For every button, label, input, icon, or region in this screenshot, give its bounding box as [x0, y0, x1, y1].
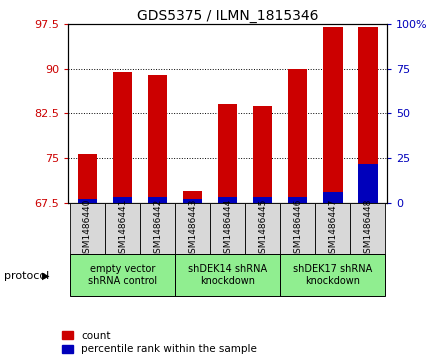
Text: GSM1486447: GSM1486447	[328, 199, 337, 259]
FancyBboxPatch shape	[280, 203, 315, 254]
Bar	[218, 105, 237, 203]
FancyBboxPatch shape	[210, 203, 245, 254]
Text: GSM1486442: GSM1486442	[153, 199, 162, 259]
FancyBboxPatch shape	[175, 203, 210, 254]
Text: protocol: protocol	[4, 271, 50, 281]
Bar	[323, 192, 342, 203]
Text: GSM1486445: GSM1486445	[258, 199, 267, 259]
Bar	[148, 197, 167, 203]
Bar	[288, 69, 308, 203]
Text: GSM1486440: GSM1486440	[83, 199, 92, 259]
Bar	[253, 106, 272, 203]
Legend: count, percentile rank within the sample: count, percentile rank within the sample	[62, 331, 257, 354]
FancyBboxPatch shape	[175, 254, 280, 296]
FancyBboxPatch shape	[140, 203, 175, 254]
Text: empty vector
shRNA control: empty vector shRNA control	[88, 264, 157, 286]
Bar	[183, 191, 202, 203]
Text: GSM1486448: GSM1486448	[363, 199, 372, 259]
Bar	[78, 199, 97, 203]
Bar	[358, 164, 378, 203]
Text: GSM1486446: GSM1486446	[293, 199, 302, 259]
Text: shDEK14 shRNA
knockdown: shDEK14 shRNA knockdown	[188, 264, 267, 286]
Bar	[113, 72, 132, 203]
Bar	[218, 197, 237, 203]
FancyBboxPatch shape	[245, 203, 280, 254]
Bar	[323, 26, 342, 203]
Title: GDS5375 / ILMN_1815346: GDS5375 / ILMN_1815346	[137, 9, 319, 23]
FancyBboxPatch shape	[280, 254, 385, 296]
FancyBboxPatch shape	[315, 203, 350, 254]
FancyBboxPatch shape	[350, 203, 385, 254]
Text: GSM1486444: GSM1486444	[223, 199, 232, 259]
FancyBboxPatch shape	[70, 203, 105, 254]
Bar	[288, 197, 308, 203]
Bar	[148, 74, 167, 203]
Text: GSM1486443: GSM1486443	[188, 199, 197, 259]
Bar	[253, 197, 272, 203]
Bar	[358, 26, 378, 203]
FancyBboxPatch shape	[105, 203, 140, 254]
Bar	[113, 197, 132, 203]
FancyBboxPatch shape	[70, 254, 175, 296]
Text: ▶: ▶	[42, 271, 49, 281]
Text: GSM1486441: GSM1486441	[118, 199, 127, 259]
Bar	[183, 199, 202, 203]
Text: shDEK17 shRNA
knockdown: shDEK17 shRNA knockdown	[293, 264, 373, 286]
Bar	[78, 154, 97, 203]
